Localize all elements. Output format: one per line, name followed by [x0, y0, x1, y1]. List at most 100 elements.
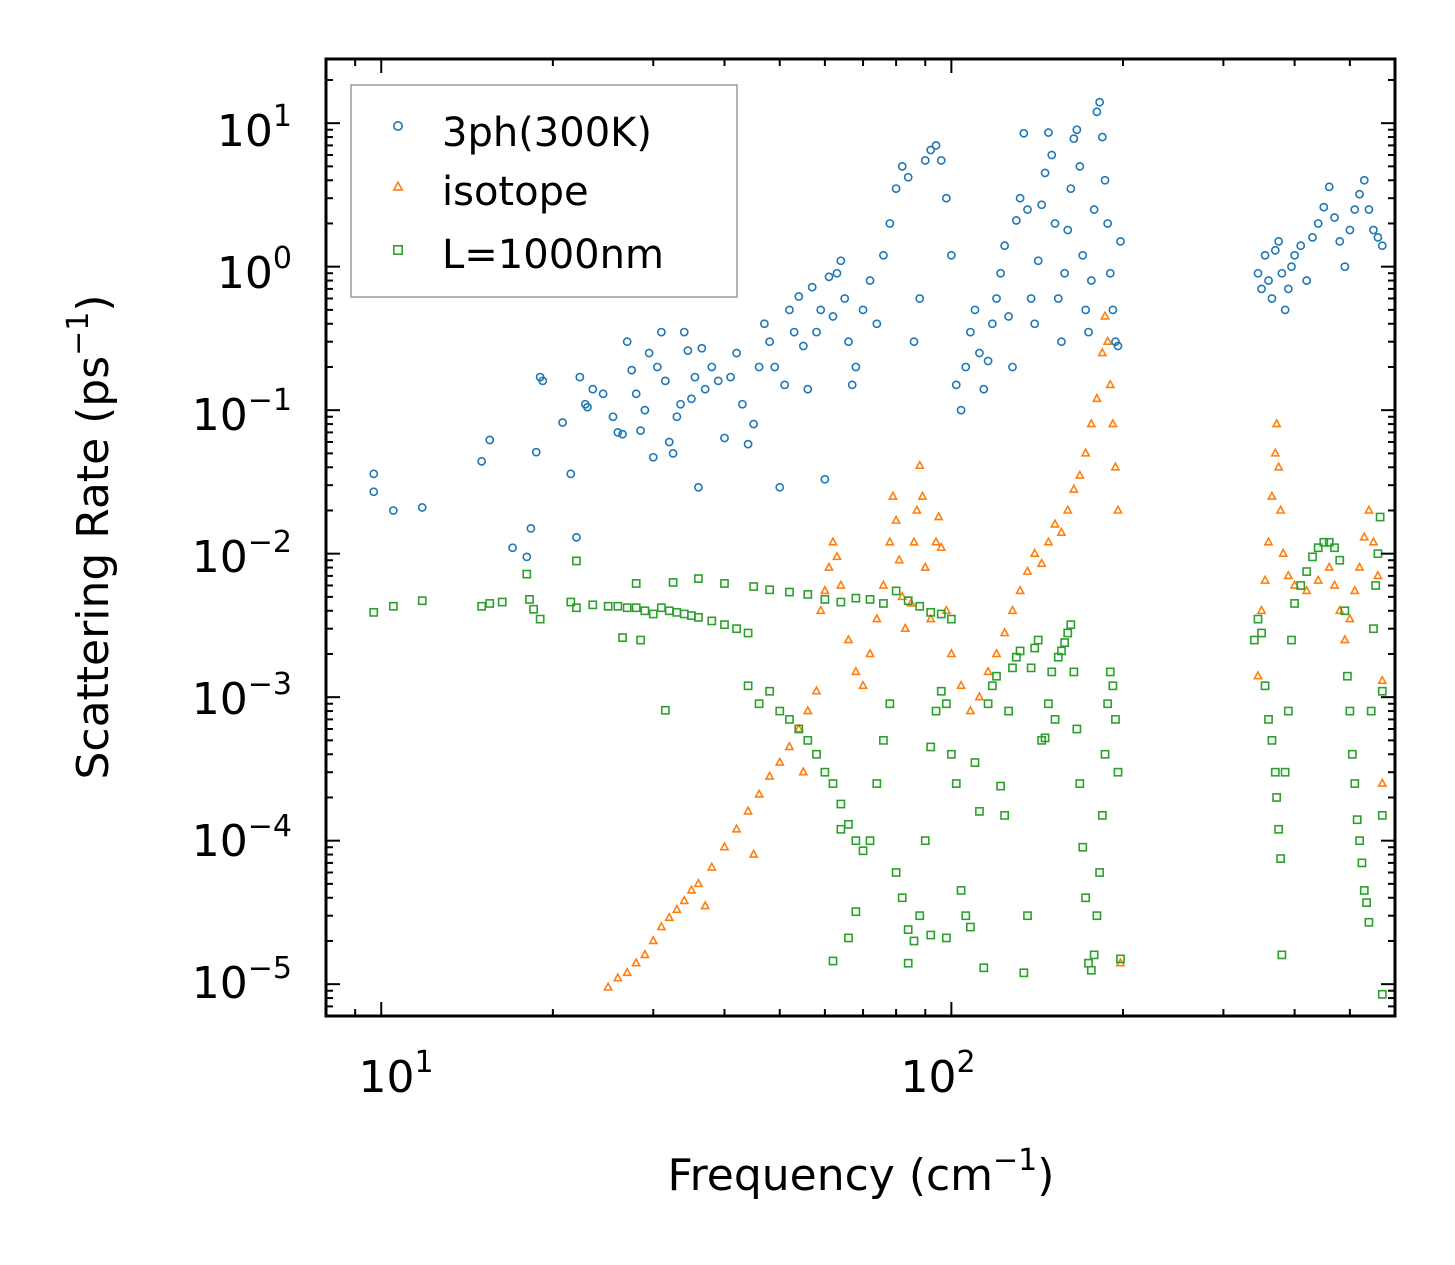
data-point	[1103, 699, 1113, 709]
data-point	[979, 963, 989, 973]
data-point	[1313, 543, 1323, 553]
data-point	[531, 447, 541, 457]
data-point	[961, 362, 971, 372]
data-point	[694, 574, 703, 584]
data-point	[1377, 777, 1388, 787]
data-point	[850, 666, 861, 676]
data-point	[815, 604, 826, 615]
data-point	[1066, 620, 1076, 630]
data-point	[812, 749, 821, 759]
data-point	[1053, 294, 1063, 303]
data-point	[526, 523, 536, 533]
data-point	[931, 706, 941, 716]
data-point	[664, 606, 674, 616]
data-point	[900, 622, 911, 633]
data-point	[1050, 518, 1060, 528]
data-point	[956, 886, 966, 895]
data-point	[970, 305, 980, 315]
data-point	[417, 596, 427, 606]
data-point	[840, 294, 850, 303]
legend-marker-square	[392, 245, 403, 256]
data-point	[1274, 236, 1284, 246]
series-l-1000nm	[369, 512, 1387, 999]
data-point	[966, 922, 975, 932]
data-point	[835, 579, 846, 589]
data-point	[897, 591, 908, 601]
data-point	[693, 878, 704, 888]
data-point	[926, 607, 936, 617]
data-point	[1350, 205, 1360, 214]
svg-text:10−4: 10−4	[192, 809, 292, 867]
data-point	[765, 585, 775, 595]
data-point	[1100, 310, 1110, 320]
data-point	[879, 735, 888, 745]
data-point	[1267, 735, 1277, 745]
data-point	[828, 536, 838, 546]
data-point	[951, 779, 961, 788]
data-point	[1345, 706, 1355, 716]
y-tick-label-minus5: 10−5	[192, 951, 292, 1009]
data-point	[720, 620, 729, 630]
data-point	[851, 907, 861, 917]
data-point	[1000, 241, 1010, 251]
data-point	[1097, 810, 1107, 820]
data-point	[836, 824, 846, 834]
data-point	[1057, 337, 1066, 347]
data-point	[719, 841, 730, 851]
data-point	[1349, 585, 1360, 595]
data-point	[1277, 268, 1287, 278]
data-point	[1372, 570, 1383, 580]
data-point	[1256, 604, 1267, 615]
legend-box	[350, 84, 738, 298]
data-point	[888, 490, 898, 500]
y-tick-exponent: 1	[273, 99, 292, 134]
data-point	[732, 348, 741, 358]
data-point	[946, 749, 956, 759]
data-point	[668, 448, 678, 458]
data-point	[1301, 585, 1312, 595]
data-point	[891, 868, 901, 877]
data-point	[477, 601, 487, 611]
data-point	[652, 362, 662, 372]
data-point	[811, 685, 822, 695]
data-point	[1110, 461, 1121, 471]
data-point	[1302, 567, 1312, 576]
y-tick-label-minus3: 10−3	[192, 667, 292, 725]
data-point	[847, 380, 857, 390]
data-point	[1272, 793, 1282, 802]
legend-marker-circle	[392, 121, 403, 132]
data-point	[936, 686, 946, 696]
data-point	[961, 911, 971, 921]
data-point	[1253, 670, 1263, 680]
data-point	[1105, 268, 1115, 278]
data-point	[891, 586, 901, 596]
data-point	[933, 511, 944, 521]
data-point	[1340, 606, 1350, 616]
data-point	[1366, 706, 1376, 716]
data-point	[369, 469, 379, 479]
data-point	[1047, 667, 1057, 677]
data-point	[1324, 537, 1334, 547]
y-tick-base: 10	[192, 532, 248, 583]
data-point	[903, 958, 913, 968]
data-point	[931, 140, 941, 150]
data-point	[1015, 646, 1025, 656]
data-point	[798, 766, 809, 776]
data-point	[1111, 714, 1120, 724]
data-point	[1063, 628, 1073, 638]
data-point	[1373, 549, 1383, 559]
legend-label-isotope: isotope	[442, 169, 589, 215]
data-point	[915, 294, 925, 303]
data-point	[1275, 504, 1286, 514]
data-point	[941, 933, 951, 943]
data-point	[903, 596, 913, 606]
data-point	[931, 536, 941, 546]
data-point	[1277, 950, 1287, 960]
data-point	[936, 156, 946, 165]
data-point	[1081, 305, 1091, 315]
data-point	[636, 635, 645, 645]
data-point	[1030, 643, 1040, 653]
data-point	[970, 758, 980, 767]
data-point	[622, 337, 632, 347]
